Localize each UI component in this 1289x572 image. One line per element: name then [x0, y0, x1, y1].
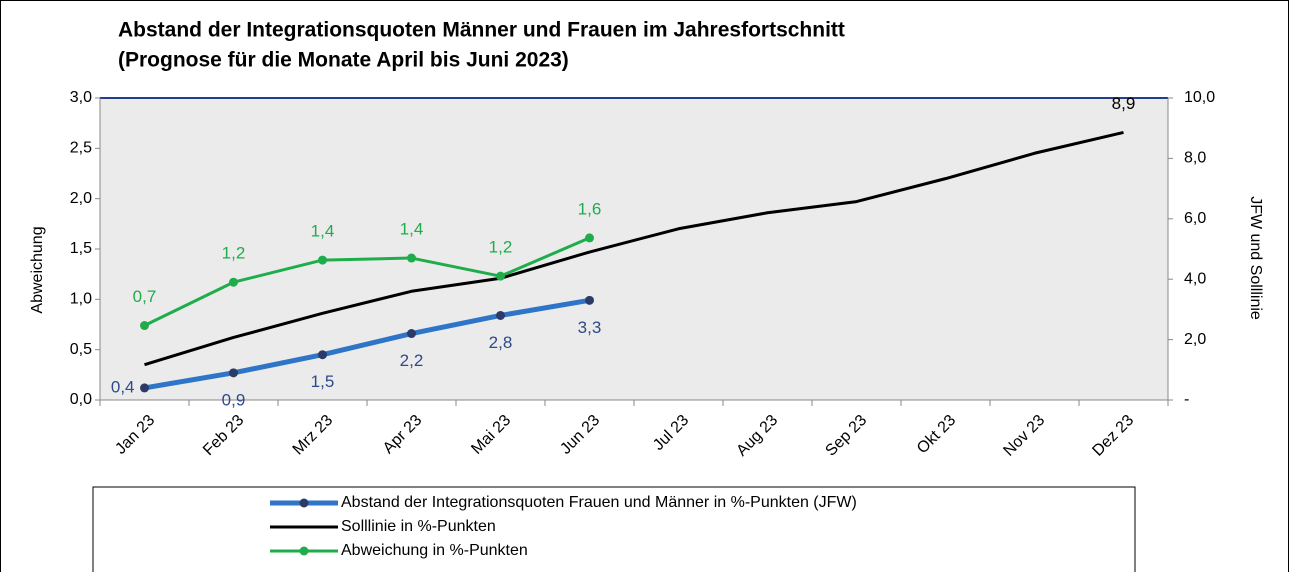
- data-label: 2,8: [489, 333, 513, 352]
- data-label: 1,2: [222, 244, 246, 263]
- y2-tick-label: 10,0: [1184, 89, 1215, 106]
- legend: [92, 486, 1136, 572]
- chart-title: Abstand der Integrationsquoten Männer un…: [118, 19, 845, 42]
- data-point: [140, 383, 149, 393]
- data-label: 1,2: [489, 238, 513, 257]
- legend-label: Abweichung in %-Punkten: [341, 542, 528, 559]
- data-label: 3,3: [578, 318, 602, 337]
- y-tick-label: 1,0: [70, 291, 92, 308]
- data-point: [318, 350, 327, 360]
- data-label: 2,2: [400, 351, 424, 370]
- data-label: 1,6: [578, 199, 602, 218]
- legend-label: Abstand der Integrationsquoten Frauen un…: [341, 494, 857, 511]
- data-label: 8,9: [1112, 94, 1136, 113]
- data-point: [496, 271, 505, 281]
- plot-area: [100, 98, 1168, 400]
- data-point: [407, 253, 416, 263]
- data-point: [496, 310, 505, 320]
- data-point: [229, 368, 238, 378]
- y-axis-title: Abweichung: [29, 226, 46, 313]
- data-point: [229, 277, 238, 287]
- y2-axis-title: JFW und Solllinie: [1247, 196, 1264, 320]
- data-label: 0,9: [222, 390, 246, 409]
- series-line: [143, 236, 591, 327]
- chart-title: (Prognose für die Monate April bis Juni …: [118, 49, 569, 72]
- y2-tick-label: 2,0: [1184, 331, 1206, 348]
- y2-tick-label: 8,0: [1184, 150, 1206, 167]
- data-point: [585, 233, 594, 243]
- legend-label: Solllinie in %-Punkten: [341, 518, 496, 535]
- y-tick-label: 3,0: [70, 89, 92, 106]
- y-tick-label: 2,5: [70, 140, 92, 157]
- series-line: [144, 130, 1124, 367]
- data-label: 1,4: [311, 222, 335, 241]
- y-tick-label: 0,0: [70, 391, 92, 408]
- data-point: [318, 255, 327, 265]
- data-label: 1,5: [311, 372, 335, 391]
- data-point: [585, 295, 594, 305]
- data-point: [140, 321, 149, 331]
- y2-tick-label: 4,0: [1184, 270, 1206, 287]
- data-label: 0,4: [111, 377, 135, 396]
- legend-marker: [299, 498, 309, 508]
- y2-tick-label: -: [1184, 391, 1189, 408]
- y2-tick-label: 6,0: [1184, 210, 1206, 227]
- y-tick-label: 0,5: [70, 341, 92, 358]
- y-tick-label: 1,5: [70, 240, 92, 257]
- legend-marker: [299, 546, 309, 556]
- data-label: 0,7: [133, 287, 157, 306]
- data-point: [407, 329, 416, 339]
- y-tick-label: 2,0: [70, 190, 92, 207]
- data-label: 1,4: [400, 220, 424, 239]
- series-line: [144, 297, 590, 391]
